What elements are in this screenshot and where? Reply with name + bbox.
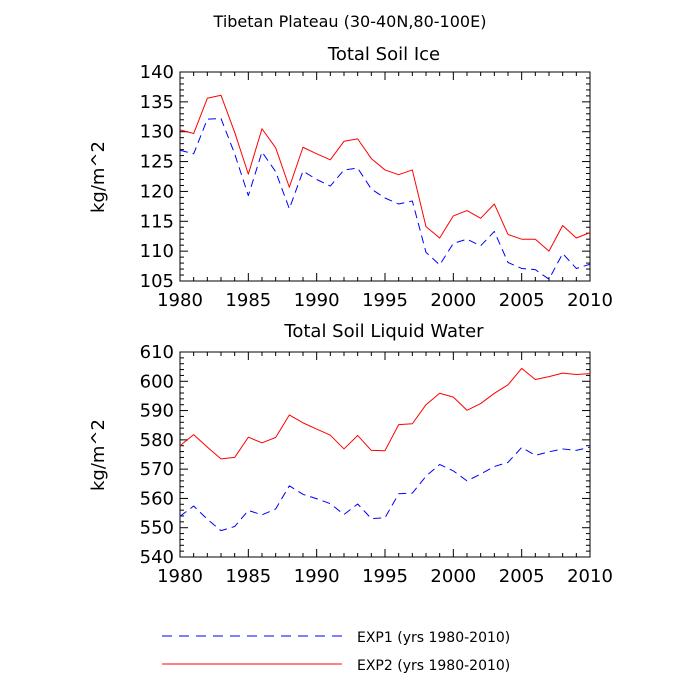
x-tick-label: 1990 <box>294 290 340 311</box>
y-axis-label: kg/m^2 <box>88 419 109 491</box>
legend-label-exp1: EXP1 (yrs 1980-2010) <box>357 630 510 646</box>
y-tick-label: 590 <box>140 401 174 422</box>
x-tick-label: 1995 <box>362 566 408 587</box>
y-tick-label: 580 <box>140 430 174 451</box>
y-axis-label: kg/m^2 <box>88 141 109 213</box>
y-tick-label: 125 <box>140 152 174 173</box>
x-tick-label: 1980 <box>157 290 203 311</box>
legend: EXP1 (yrs 1980-2010) EXP2 (yrs 1980-2010… <box>162 630 510 674</box>
y-tick-label: 130 <box>140 122 174 143</box>
x-tick-label: 2010 <box>567 566 613 587</box>
chart-panel-total-soil-liquid-water: Total Soil Liquid Water kg/m^2 1980 1985 1… <box>88 321 613 587</box>
x-tick-label: 2010 <box>567 290 613 311</box>
series-line-exp1 <box>179 118 591 280</box>
y-tick-label: 105 <box>140 271 174 292</box>
series-line-exp2 <box>179 367 591 460</box>
y-tick-label: 135 <box>140 92 174 113</box>
main-title: Tibetan Plateau (30-40N,80-100E) <box>213 12 487 31</box>
x-tick-label: 2000 <box>430 290 476 311</box>
y-tick-label: 110 <box>140 241 174 262</box>
chart-panel-total-soil-ice: Total Soil Ice kg/m^2 1980 1985 1990 1995 20… <box>88 44 613 311</box>
chart-title: Total Soil Liquid Water <box>283 321 484 342</box>
y-tick-label: 560 <box>140 488 174 509</box>
series-line-exp2 <box>179 94 591 252</box>
legend-label-exp2: EXP2 (yrs 1980-2010) <box>357 658 510 674</box>
x-tick-label: 2000 <box>430 566 476 587</box>
y-tick-label: 120 <box>140 181 174 202</box>
y-tick-label: 610 <box>140 342 174 363</box>
y-tick-label: 600 <box>140 371 174 392</box>
series-line-exp1 <box>179 446 591 532</box>
y-tick-label: 570 <box>140 459 174 480</box>
x-tick-label: 1990 <box>294 566 340 587</box>
y-tick-label: 140 <box>140 62 174 83</box>
x-tick-label: 1995 <box>362 290 408 311</box>
y-tick-label: 540 <box>140 547 174 568</box>
plot-frame <box>179 71 591 282</box>
y-tick-label: 115 <box>140 211 174 232</box>
x-tick-label: 1985 <box>225 290 271 311</box>
chart-title: Total Soil Ice <box>327 44 440 65</box>
x-tick-label: 2005 <box>499 566 545 587</box>
x-tick-label: 1980 <box>157 566 203 587</box>
plot-frame <box>179 351 591 558</box>
x-tick-label: 1985 <box>225 566 271 587</box>
y-tick-label: 550 <box>140 518 174 539</box>
x-tick-label: 2005 <box>499 290 545 311</box>
